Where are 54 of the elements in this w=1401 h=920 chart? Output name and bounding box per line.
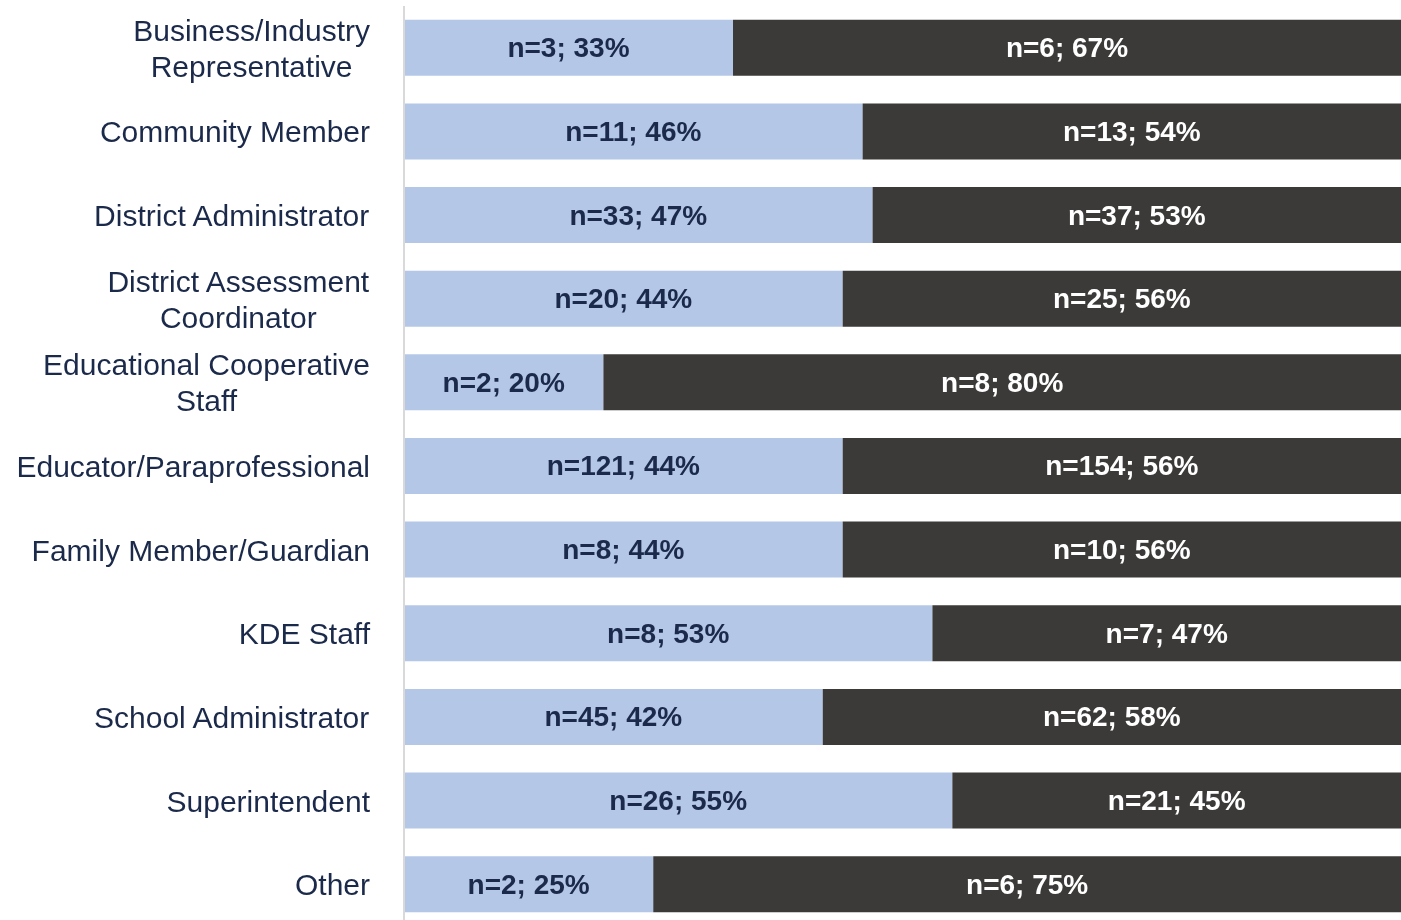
bar — [862, 103, 1401, 160]
data-label: n=7; 47% — [1105, 617, 1228, 649]
data-label: n=62; 58% — [1042, 701, 1181, 733]
data-label: n=6; 67% — [1005, 32, 1129, 64]
bar — [404, 270, 843, 327]
data-label: n=154; 56% — [1045, 450, 1199, 482]
data-label: n=21; 45% — [1107, 785, 1246, 817]
bar — [404, 187, 873, 244]
data-label: n=13; 54% — [1062, 115, 1201, 147]
y-tick-label: School Administrator — [94, 700, 370, 734]
bar — [842, 521, 1401, 578]
data-label: n=3; 33% — [507, 32, 630, 64]
bar — [733, 19, 1401, 76]
data-label: n=8; 80% — [941, 366, 1064, 398]
bar — [842, 437, 1401, 494]
y-tick-label: Educator/Paraprofessional — [16, 449, 370, 483]
bar — [404, 605, 933, 662]
data-label: n=2; 25% — [467, 868, 590, 900]
data-label: n=2; 20% — [442, 366, 565, 398]
y-tick-label: Educational Cooperative Staff — [43, 347, 371, 417]
y-tick-label: Other — [294, 867, 371, 901]
y-tick-label: Superintendent — [166, 784, 371, 818]
bar — [952, 772, 1401, 829]
data-label: n=8; 44% — [562, 534, 685, 566]
data-label: n=20; 44% — [554, 283, 693, 315]
bar — [932, 605, 1401, 662]
bar — [872, 187, 1401, 244]
bar — [404, 688, 823, 745]
data-label: n=25; 56% — [1052, 283, 1191, 315]
y-tick-label: District Administrator — [94, 198, 370, 232]
data-label: n=6; 75% — [966, 868, 1089, 900]
bar — [822, 688, 1401, 745]
bar — [404, 521, 843, 578]
data-label: n=33; 47% — [569, 199, 708, 231]
bar — [404, 103, 863, 160]
bar — [404, 856, 654, 913]
bar — [404, 437, 843, 494]
y-tick-label: District Assessment Coordinator — [107, 264, 370, 334]
bar — [404, 19, 734, 76]
data-label: n=37; 53% — [1067, 199, 1206, 231]
bar — [404, 772, 953, 829]
bar — [653, 856, 1401, 913]
y-tick-label: KDE Staff — [238, 616, 371, 650]
y-tick-label: Family Member/Guardian — [31, 533, 370, 567]
bar — [842, 270, 1401, 327]
y-tick-label: Business/Industry Representative — [133, 13, 370, 83]
data-label: n=8; 53% — [607, 617, 730, 649]
data-label: n=10; 56% — [1052, 534, 1191, 566]
data-label: n=121; 44% — [546, 450, 701, 482]
data-label: n=11; 46% — [565, 115, 702, 147]
data-label: n=26; 55% — [609, 785, 748, 817]
y-tick-label: Community Member — [99, 114, 371, 148]
data-label: n=45; 42% — [544, 701, 683, 733]
bar — [603, 354, 1401, 411]
